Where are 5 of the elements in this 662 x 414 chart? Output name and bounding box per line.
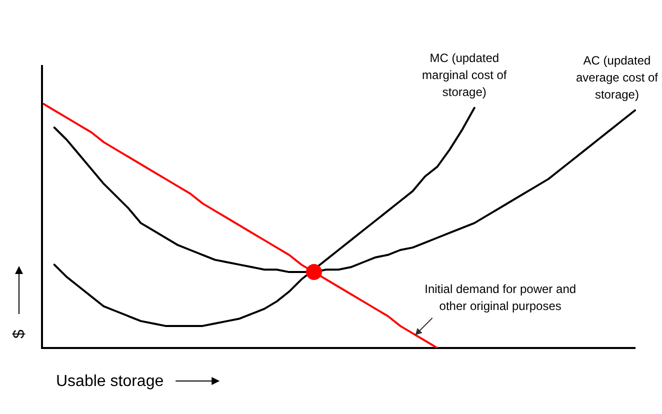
text: MC (updated marginal cost of storage) (422, 50, 508, 99)
x-axis-title: Usable storage (56, 373, 164, 390)
series-label: Initial demand for power and other original purposes (424, 282, 576, 313)
text: AC (updated average cost of storage) (576, 53, 659, 102)
y-axis-title: $ (11, 329, 28, 338)
